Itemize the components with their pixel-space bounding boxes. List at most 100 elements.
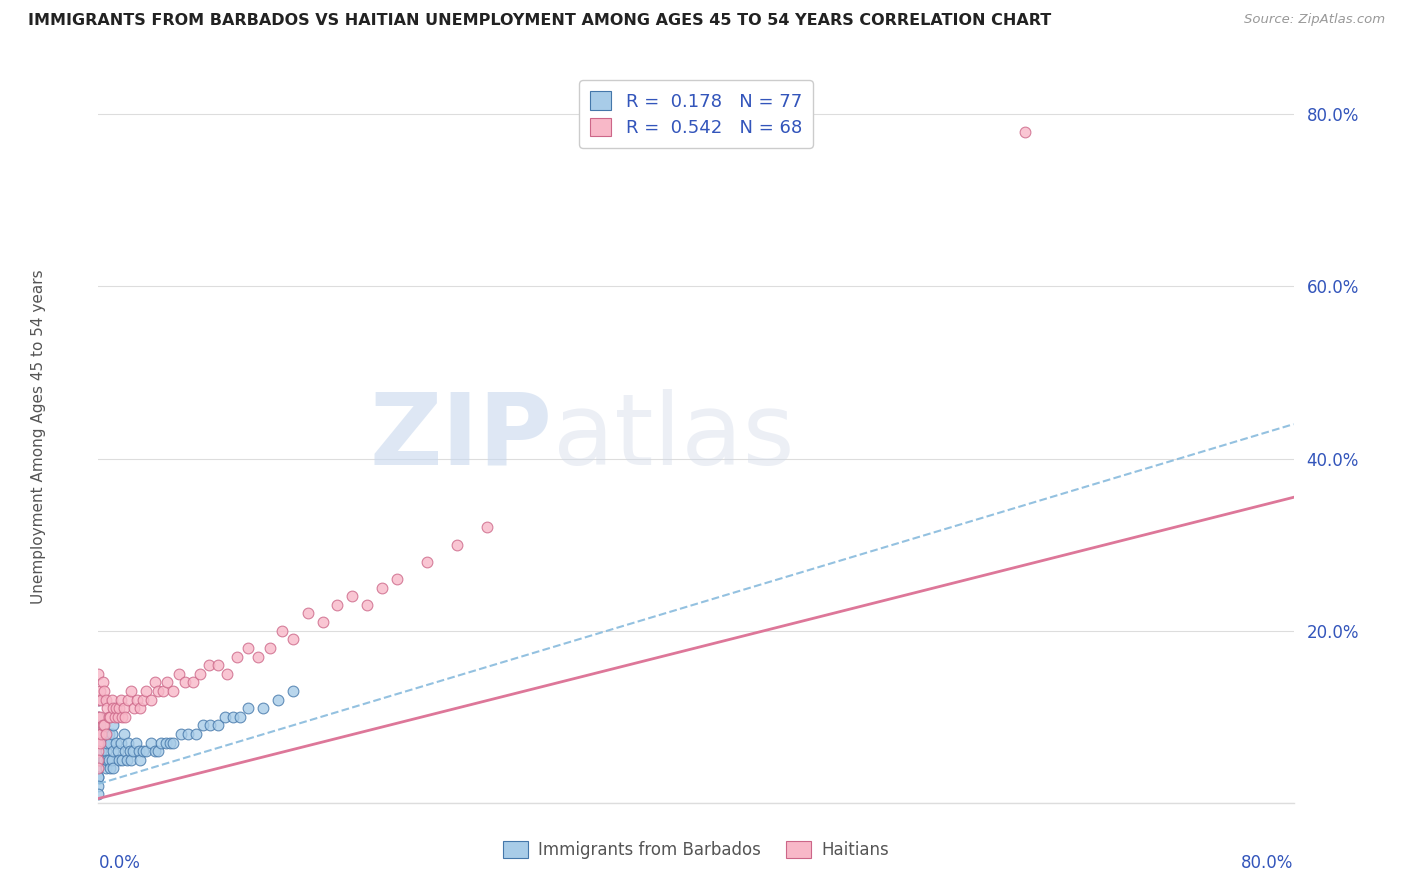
Point — [89, 684, 111, 698]
Point — [475, 520, 498, 534]
Point — [236, 701, 259, 715]
Point — [96, 753, 118, 767]
Point — [93, 684, 115, 698]
Point — [222, 710, 245, 724]
Point — [124, 701, 146, 715]
Point — [94, 761, 117, 775]
Point — [169, 727, 191, 741]
Point — [121, 744, 143, 758]
Point — [247, 649, 270, 664]
Point — [87, 718, 110, 732]
Point — [101, 727, 124, 741]
Point — [117, 692, 139, 706]
Text: 0.0%: 0.0% — [98, 855, 141, 872]
Point — [385, 572, 409, 586]
Point — [148, 744, 170, 758]
Point — [198, 658, 221, 673]
Text: Unemployment Among Ages 45 to 54 years: Unemployment Among Ages 45 to 54 years — [31, 269, 46, 605]
Point — [103, 718, 125, 732]
Point — [89, 735, 111, 749]
Point — [111, 753, 134, 767]
Point — [114, 710, 136, 724]
Point — [143, 744, 166, 758]
Point — [416, 555, 439, 569]
Point — [87, 692, 110, 706]
Point — [87, 735, 110, 749]
Point — [91, 718, 114, 732]
Text: Source: ZipAtlas.com: Source: ZipAtlas.com — [1244, 13, 1385, 27]
Point — [87, 753, 110, 767]
Point — [87, 692, 110, 706]
Point — [97, 710, 120, 724]
Text: atlas: atlas — [553, 389, 794, 485]
Point — [155, 735, 177, 749]
Point — [87, 787, 110, 801]
Point — [207, 718, 229, 732]
Point — [139, 735, 162, 749]
Point — [91, 675, 114, 690]
Point — [103, 744, 125, 758]
Point — [101, 753, 124, 767]
Point — [89, 735, 111, 749]
Point — [103, 761, 125, 775]
Point — [356, 598, 378, 612]
Point — [139, 692, 162, 706]
Point — [135, 744, 157, 758]
Point — [177, 727, 200, 741]
Point — [87, 744, 110, 758]
Point — [87, 710, 110, 724]
Point — [184, 727, 207, 741]
Point — [97, 753, 120, 767]
Point — [110, 692, 132, 706]
Point — [108, 701, 131, 715]
Point — [259, 640, 281, 655]
Point — [87, 770, 110, 784]
Point — [167, 666, 190, 681]
Point — [281, 684, 304, 698]
Point — [120, 753, 142, 767]
Point — [87, 753, 110, 767]
Point — [162, 684, 184, 698]
Point — [132, 692, 155, 706]
Point — [91, 753, 114, 767]
Point — [326, 598, 349, 612]
Text: ZIP: ZIP — [370, 389, 553, 485]
Point — [135, 684, 157, 698]
Point — [104, 710, 127, 724]
Point — [94, 692, 117, 706]
Point — [94, 727, 117, 741]
Point — [105, 735, 128, 749]
Point — [111, 710, 134, 724]
Point — [87, 727, 110, 741]
Point — [89, 753, 111, 767]
Point — [226, 649, 249, 664]
Point — [129, 753, 152, 767]
Point — [342, 589, 364, 603]
Point — [107, 744, 129, 758]
Point — [371, 581, 394, 595]
Point — [93, 753, 115, 767]
Text: 80.0%: 80.0% — [1241, 855, 1294, 872]
Point — [125, 735, 148, 749]
Point — [214, 710, 236, 724]
Point — [127, 692, 149, 706]
Point — [98, 710, 122, 724]
Point — [118, 744, 141, 758]
Point — [162, 735, 184, 749]
Point — [93, 735, 115, 749]
Point — [90, 692, 112, 706]
Point — [87, 770, 110, 784]
Point — [101, 692, 124, 706]
Point — [148, 684, 170, 698]
Point — [152, 684, 174, 698]
Point — [87, 779, 110, 793]
Point — [94, 727, 117, 741]
Point — [191, 718, 214, 732]
Point — [132, 744, 155, 758]
Point — [281, 632, 304, 647]
Point — [105, 701, 128, 715]
Point — [87, 735, 110, 749]
Point — [112, 727, 135, 741]
Point — [117, 735, 139, 749]
Point — [90, 744, 112, 758]
